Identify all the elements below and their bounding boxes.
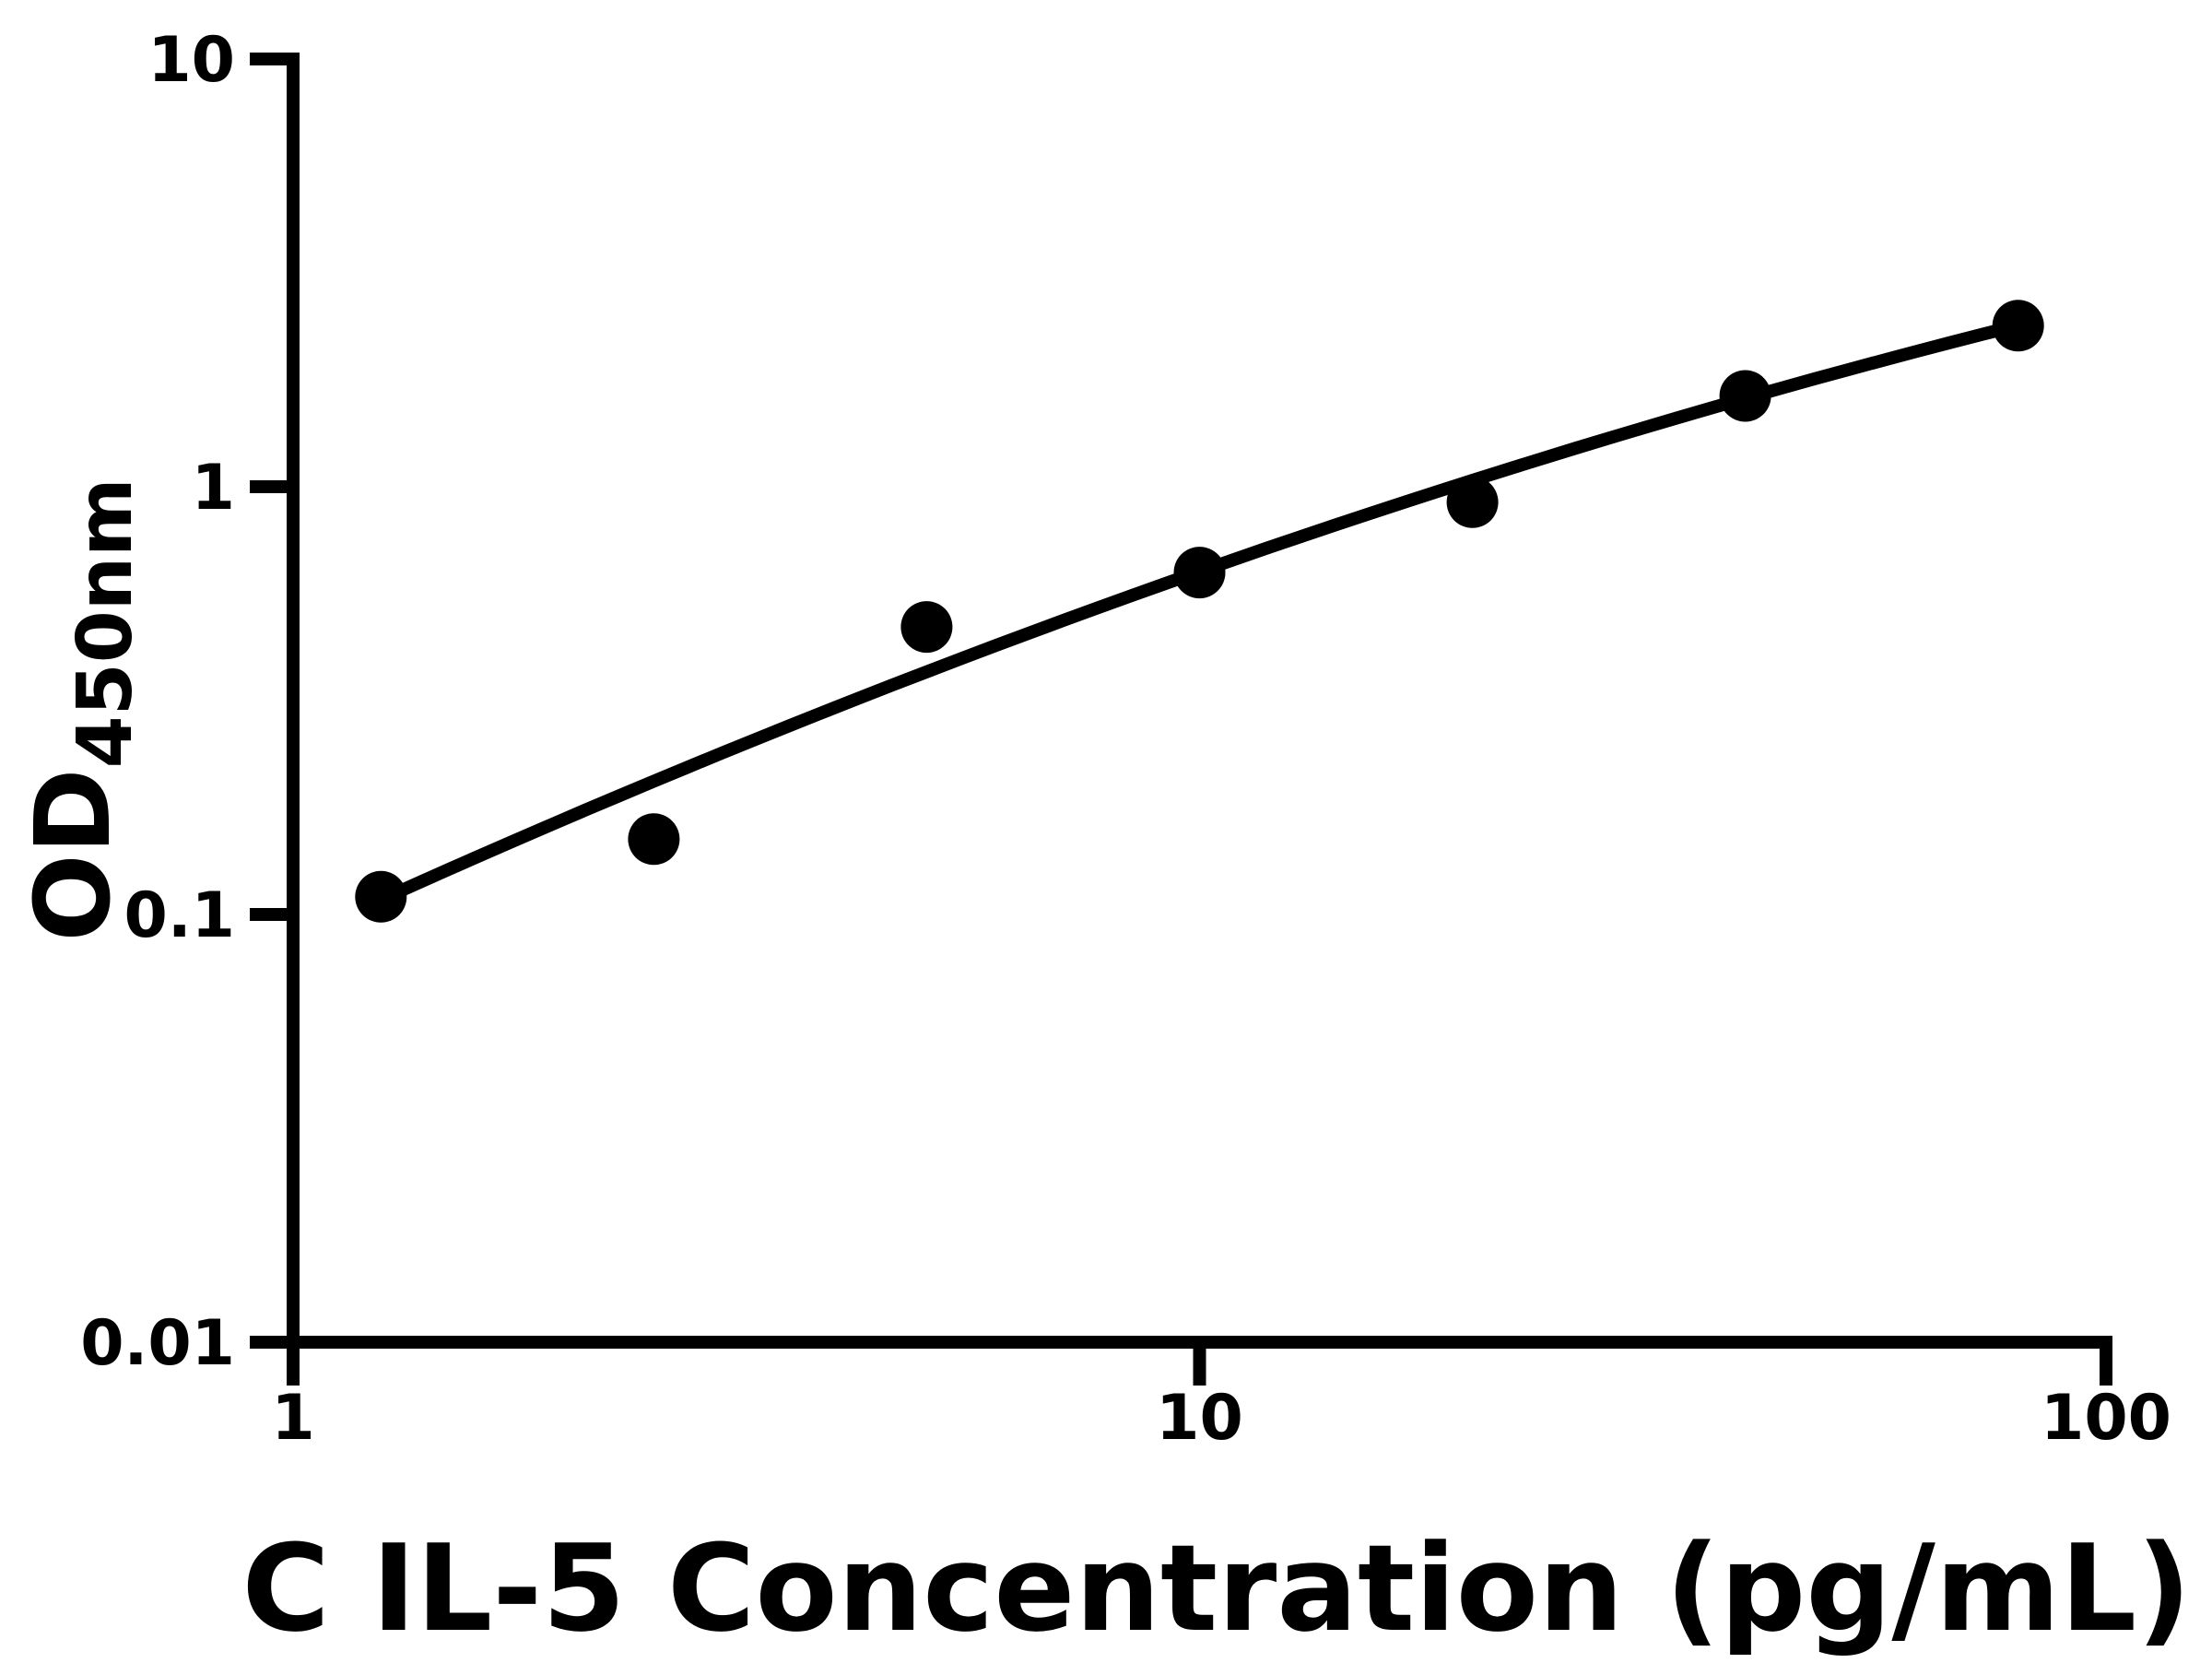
data-point — [1992, 300, 2044, 352]
data-point — [1173, 547, 1226, 599]
y-tick-label: 0.1 — [124, 879, 235, 952]
x-tick-label: 10 — [1156, 1382, 1243, 1455]
y-tick-label: 10 — [147, 24, 235, 97]
fit-curve — [374, 318, 2025, 906]
fit-curve-layer — [374, 318, 2025, 906]
y-axis-title: OD450nm — [14, 478, 149, 941]
x-tick-label: 100 — [2041, 1382, 2171, 1455]
x-tick-label: 1 — [271, 1382, 314, 1455]
x-axis-title: C IL-5 Concentration (pg/mL) — [241, 1518, 2191, 1658]
data-point — [355, 870, 407, 923]
y-axis-title-main: OD — [14, 768, 134, 941]
data-point — [628, 813, 680, 866]
y-axis-title-subscript: 450nm — [62, 478, 149, 768]
data-point — [900, 601, 953, 654]
y-tick-label: 1 — [192, 452, 235, 525]
tick-label-layer: 10 1 0.1 0.01 1 10 100 — [80, 24, 2171, 1455]
y-tick-label: 0.01 — [80, 1307, 235, 1380]
axes-layer — [250, 53, 2112, 1386]
data-points-layer — [355, 300, 2044, 923]
data-point — [1446, 476, 1499, 528]
data-point — [1719, 370, 1771, 422]
